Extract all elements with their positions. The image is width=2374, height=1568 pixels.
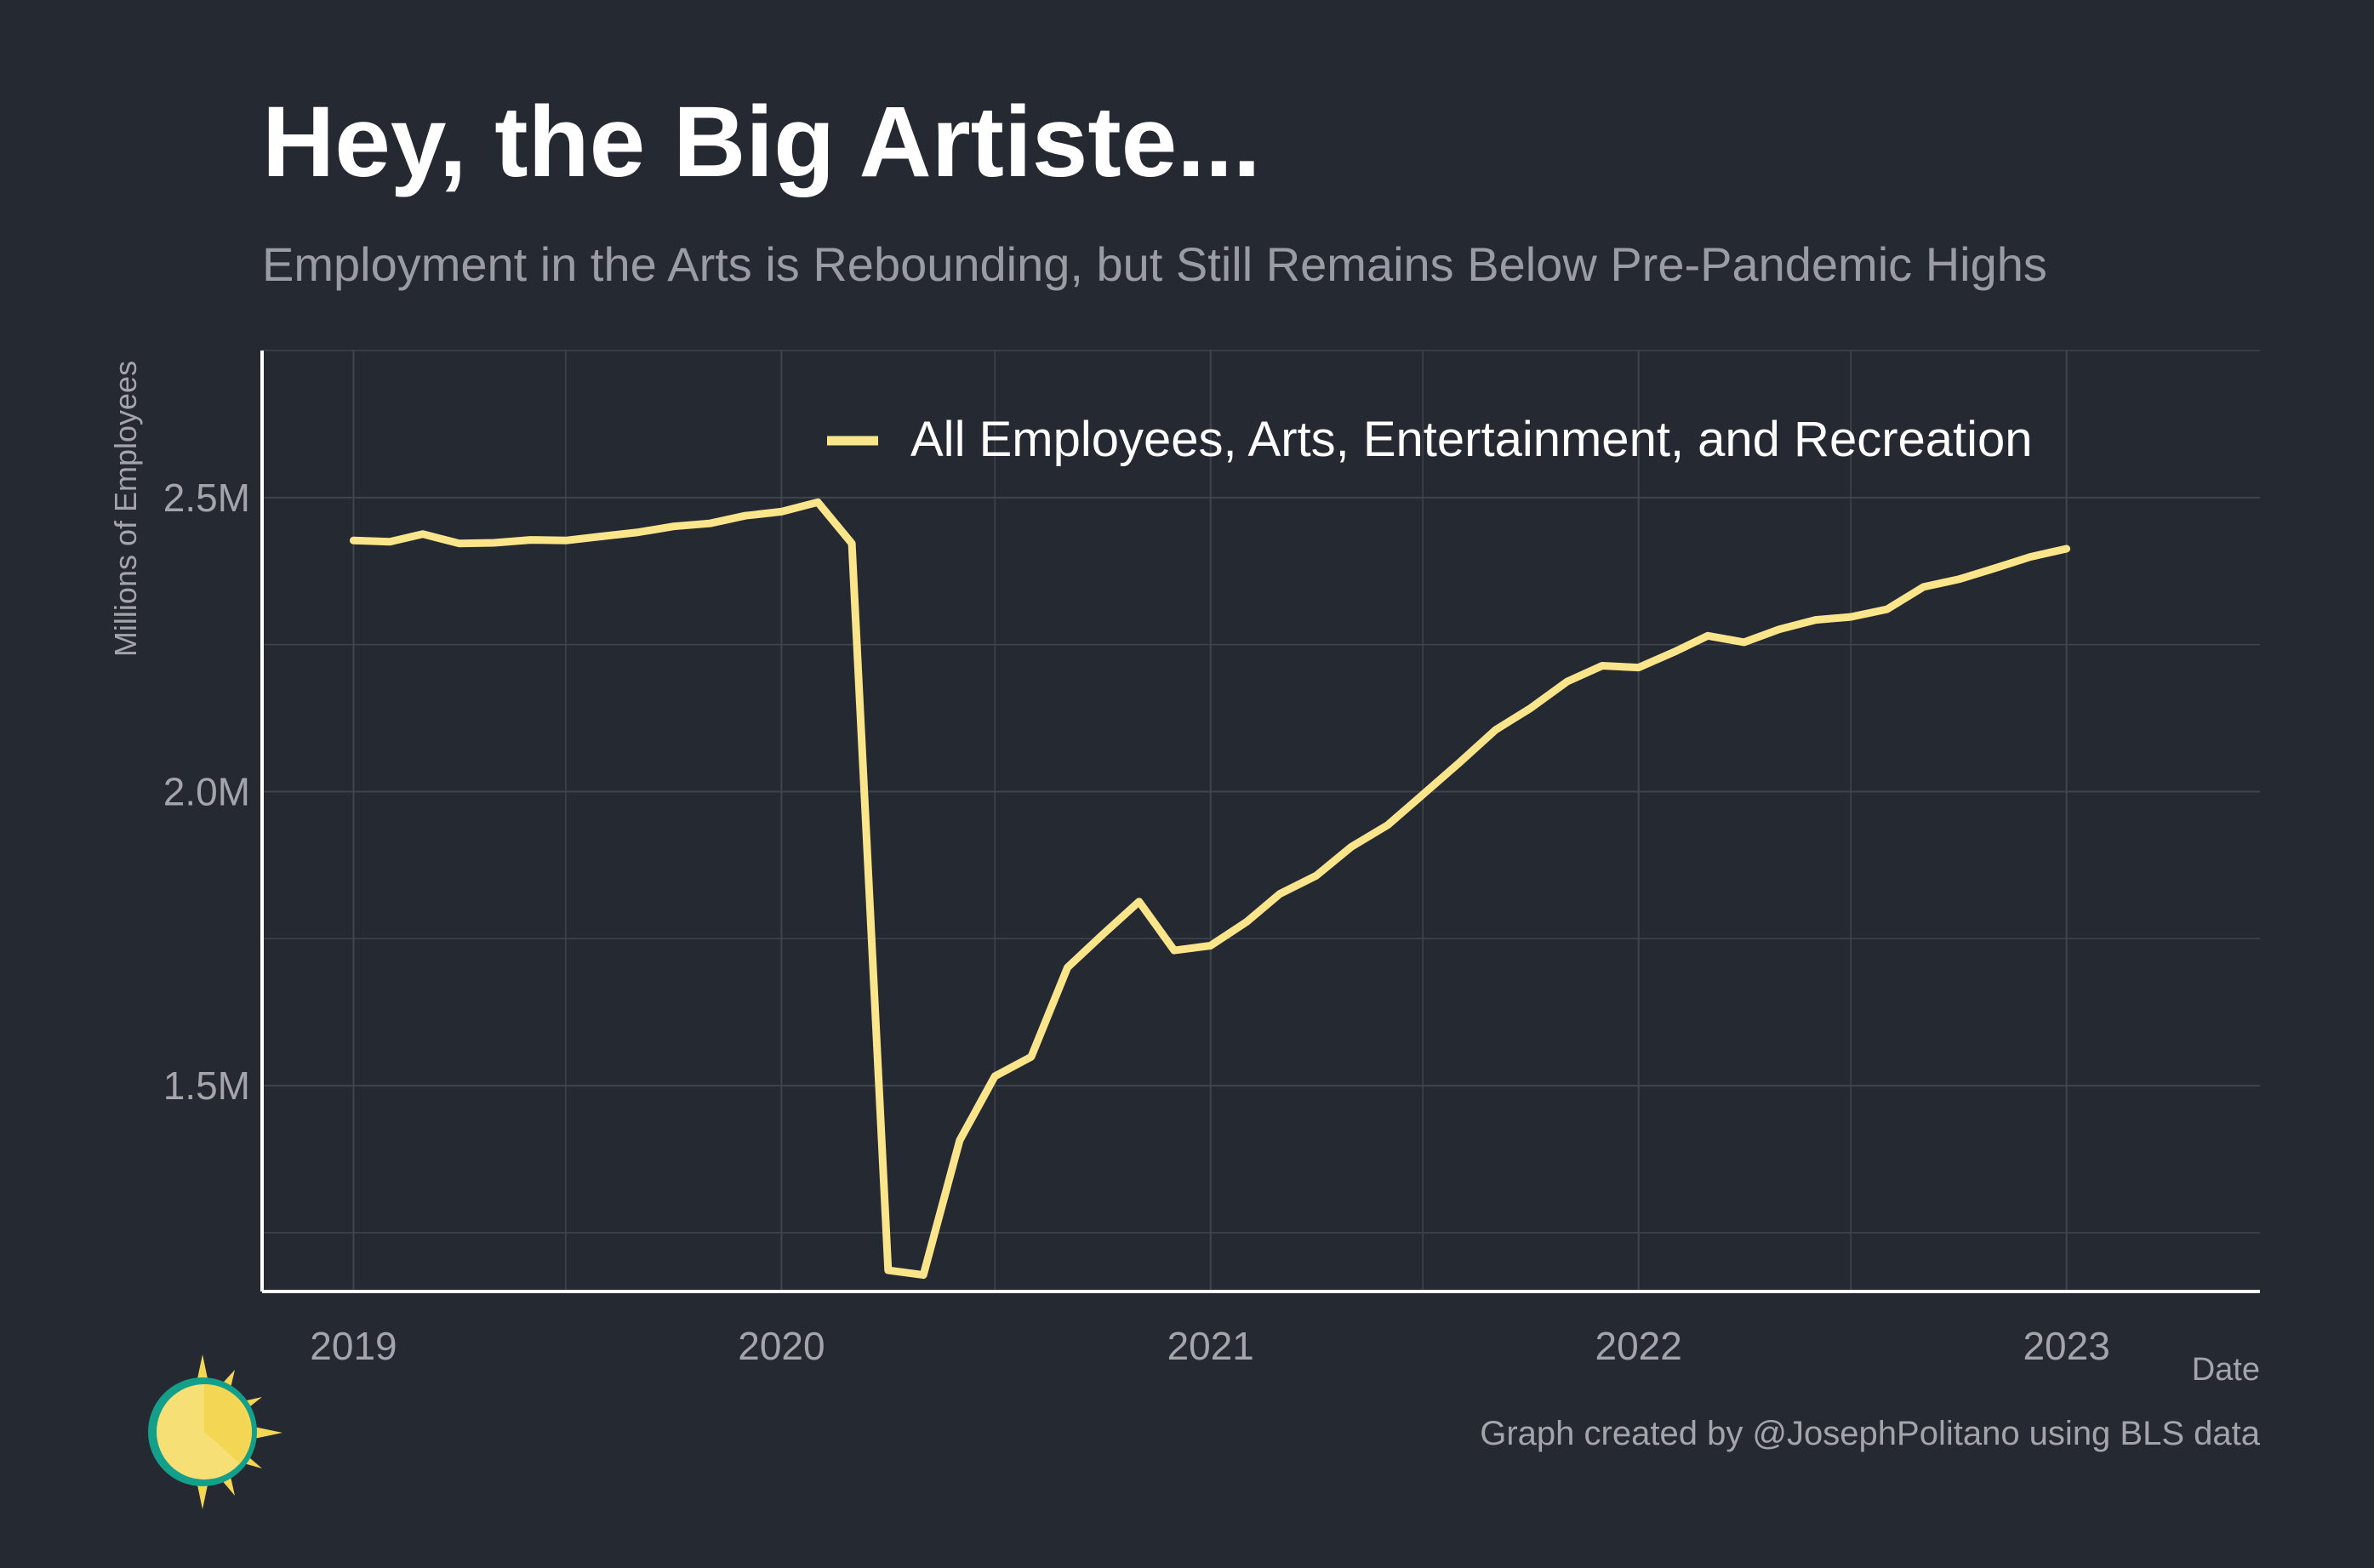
x-axis-label: Date bbox=[2192, 1352, 2260, 1388]
chart-title: Hey, the Big Artiste... bbox=[262, 86, 1261, 198]
chart-subtitle: Employment in the Arts is Rebounding, bu… bbox=[262, 237, 2047, 291]
y-axis-label: Millions of Employees bbox=[108, 361, 143, 657]
axes bbox=[260, 351, 2260, 1293]
x-tick-label: 2019 bbox=[310, 1324, 397, 1368]
grid-lines bbox=[262, 350, 2260, 1291]
tick-labels: 2019 2020 2021 2022 2023 1.5M 2.0M 2.5M bbox=[163, 476, 2110, 1368]
x-tick-label: 2022 bbox=[1595, 1324, 1682, 1368]
sun-logo-icon bbox=[148, 1354, 282, 1509]
x-tick-label: 2021 bbox=[1167, 1324, 1254, 1368]
y-tick-label: 2.0M bbox=[163, 769, 250, 813]
series-layer bbox=[350, 498, 2071, 1280]
x-tick-label: 2023 bbox=[2023, 1324, 2109, 1368]
y-tick-label: 1.5M bbox=[163, 1063, 250, 1108]
legend: All Employees, Arts, Entertainment, and … bbox=[827, 412, 2033, 467]
series-line bbox=[350, 498, 2071, 1280]
legend-label: All Employees, Arts, Entertainment, and … bbox=[910, 412, 2033, 467]
x-tick-label: 2020 bbox=[738, 1324, 825, 1368]
source-caption: Graph created by @JosephPolitano using B… bbox=[1480, 1415, 2260, 1452]
y-tick-label: 2.5M bbox=[163, 476, 250, 520]
